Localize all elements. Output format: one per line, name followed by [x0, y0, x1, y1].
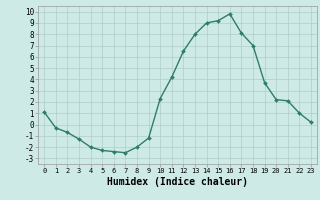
- X-axis label: Humidex (Indice chaleur): Humidex (Indice chaleur): [107, 177, 248, 187]
